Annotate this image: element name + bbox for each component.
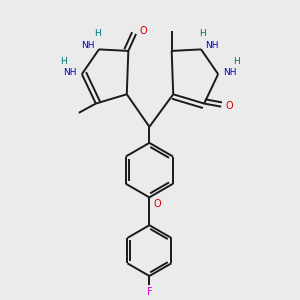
Text: NH: NH (223, 68, 237, 77)
Text: F: F (147, 287, 152, 297)
Text: H: H (233, 57, 240, 66)
Text: O: O (225, 101, 233, 111)
Text: O: O (140, 26, 148, 36)
Text: H: H (94, 29, 101, 38)
Text: NH: NH (205, 41, 219, 50)
Text: O: O (153, 199, 161, 209)
Text: NH: NH (81, 41, 95, 50)
Text: H: H (60, 57, 67, 66)
Text: H: H (199, 29, 206, 38)
Text: NH: NH (63, 68, 77, 77)
